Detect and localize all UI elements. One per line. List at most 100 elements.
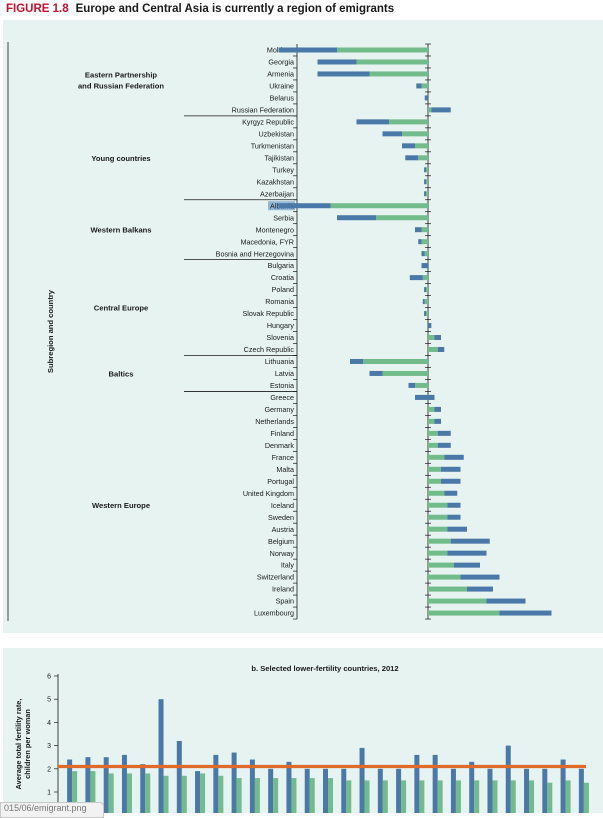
bar-green-b: [419, 780, 425, 813]
country-label: Belgium: [268, 537, 294, 546]
bar-blue: [356, 119, 389, 125]
bar-blue: [447, 514, 461, 520]
bar-blue-b: [268, 768, 274, 813]
bar-blue-b: [414, 754, 420, 813]
panel-a: Subregion and country Eastern Partnership…: [3, 20, 603, 633]
country-label: Slovak Republic: [242, 309, 294, 318]
y-tick-label-b: 5: [47, 697, 51, 704]
group-label: Western Balkans: [90, 226, 151, 235]
country-label: Luxembourg: [254, 609, 294, 618]
country-label: Netherlands: [255, 417, 294, 426]
bar-blue: [402, 143, 415, 149]
bar-blue-b: [542, 768, 548, 813]
bar-blue: [499, 610, 552, 616]
bar-green: [415, 143, 428, 149]
bar-blue: [369, 370, 383, 376]
bar-blue-b: [121, 754, 127, 813]
bar-green: [428, 502, 448, 508]
y-tick-label-b: 2: [47, 766, 51, 773]
bar-blue-b: [396, 768, 402, 813]
country-label: Turkey: [272, 165, 294, 174]
bar-blue: [408, 382, 415, 388]
bar-green: [428, 574, 461, 580]
country-label: Bulgaria: [268, 261, 294, 270]
bar-green: [428, 490, 445, 496]
bar-blue: [382, 131, 402, 137]
bar-green-b: [163, 775, 169, 813]
country-label: Norway: [270, 549, 295, 558]
bar-blue: [431, 107, 451, 113]
bar-green: [428, 454, 445, 460]
bar-blue: [405, 155, 419, 161]
bar-blue-b: [176, 740, 182, 813]
bar-blue-b: [450, 768, 456, 813]
country-label: Finland: [270, 429, 294, 438]
bar-blue-b: [524, 768, 530, 813]
y-tick-label-b: 6: [47, 674, 51, 681]
bar-blue-b: [213, 754, 219, 813]
bar-blue-b: [432, 754, 438, 813]
bar-blue-b: [231, 752, 237, 813]
bar-green-b: [108, 773, 114, 813]
bar-blue: [444, 454, 464, 460]
bar-blue-b: [487, 768, 493, 813]
bar-green-b: [583, 782, 589, 813]
bar-green: [422, 275, 428, 281]
group-label: Central Europe: [94, 304, 148, 313]
bar-green: [428, 442, 438, 448]
bar-blue-b: [323, 768, 328, 813]
country-label: Estonia: [270, 381, 294, 390]
country-label: Slovenia: [266, 333, 294, 342]
bar-blue: [424, 179, 427, 185]
bar-green: [376, 215, 428, 221]
bar-green: [428, 466, 441, 472]
country-label: Italy: [281, 561, 295, 570]
bar-blue-b: [67, 759, 73, 813]
country-label: Kazakhstan: [256, 177, 294, 186]
bar-green: [428, 430, 438, 436]
bar-green: [421, 227, 428, 233]
bar-blue: [317, 71, 370, 77]
country-label: Montenegro: [256, 225, 294, 234]
country-label: Bosnia and Herzegovina: [216, 249, 294, 258]
panel-b: b. Selected lower-fertility countries, 2…: [3, 648, 603, 813]
bar-green: [428, 478, 441, 484]
bar-blue: [434, 335, 441, 341]
bar-green: [418, 155, 428, 161]
bar-green: [428, 335, 435, 341]
bar-green: [428, 406, 435, 412]
bar-blue-b: [158, 699, 164, 813]
country-label: Russian Federation: [232, 105, 294, 114]
bar-green: [426, 287, 428, 293]
bar-green: [428, 418, 435, 424]
chart-b-title: b. Selected lower-fertility countries, 2…: [251, 664, 398, 673]
country-label: Serbia: [273, 213, 294, 222]
bar-green-b: [72, 771, 78, 813]
bar-blue: [424, 167, 427, 173]
bar-green: [426, 311, 428, 317]
country-label: Ireland: [272, 585, 294, 594]
bar-blue: [447, 526, 467, 532]
group-label: Baltics: [109, 369, 134, 378]
bar-green: [389, 119, 428, 125]
y-axis-title-b: children per woman: [23, 709, 32, 779]
bar-blue-b: [560, 759, 566, 813]
bar-blue-b: [140, 764, 146, 813]
bar-green-b: [254, 778, 260, 813]
country-label: Tajikistan: [264, 153, 294, 162]
country-label: Czech Republic: [244, 345, 295, 354]
bar-green-b: [401, 780, 407, 813]
bar-blue: [434, 418, 441, 424]
bar-green-b: [346, 780, 352, 813]
bar-blue: [337, 215, 376, 221]
bar-green: [428, 550, 448, 556]
bar-blue-b: [286, 761, 292, 813]
group-label: Eastern Partnership: [85, 70, 158, 79]
bar-green-b: [510, 780, 516, 813]
bar-blue: [409, 275, 423, 281]
bar-blue: [467, 586, 493, 592]
bar-blue: [278, 203, 331, 209]
bar-green: [356, 59, 428, 65]
bar-green: [428, 514, 448, 520]
bar-green: [415, 382, 428, 388]
